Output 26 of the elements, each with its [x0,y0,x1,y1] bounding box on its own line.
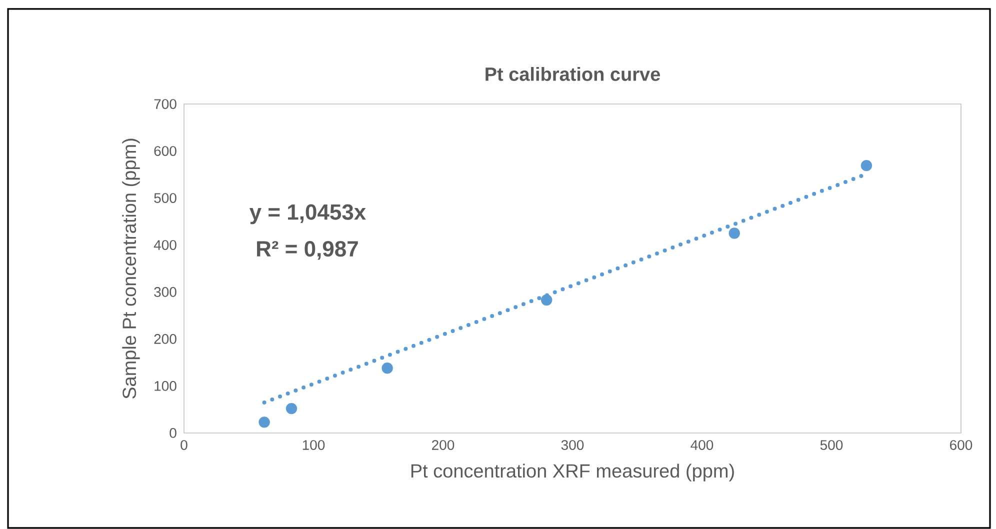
point [540,294,552,306]
x-tick-label: 100 [302,440,325,450]
x-tick-label: 200 [432,440,454,450]
chart-title: Pt calibration curve [486,66,660,81]
annotation: y = 1,0453x [250,204,366,224]
x-axis-title: Pt concentration XRF measured (ppm) [411,464,734,482]
point [286,402,298,414]
y-tick-label: 200 [154,334,176,344]
point [728,228,740,239]
x-tick-label: 600 [950,440,972,450]
y-tick-label: 600 [154,146,176,156]
x-tick-label: 300 [561,440,584,450]
point [860,160,872,172]
x-tick-label: 0 [180,440,188,450]
y-tick-label: 700 [154,99,176,109]
y-tick-label: 0 [170,428,176,438]
y-axis-title: Sample Pt concentration (ppm) [122,138,140,399]
point [382,362,393,374]
y-tick-label: 300 [154,287,176,297]
x-tick-label: 400 [690,440,714,450]
annotation: R² = 0,987 [257,241,358,260]
y-tick-label: 100 [154,381,176,391]
point [258,416,270,428]
x-tick-label: 500 [820,440,843,450]
y-tick-label: 500 [154,193,176,203]
y-tick-label: 400 [154,240,176,250]
